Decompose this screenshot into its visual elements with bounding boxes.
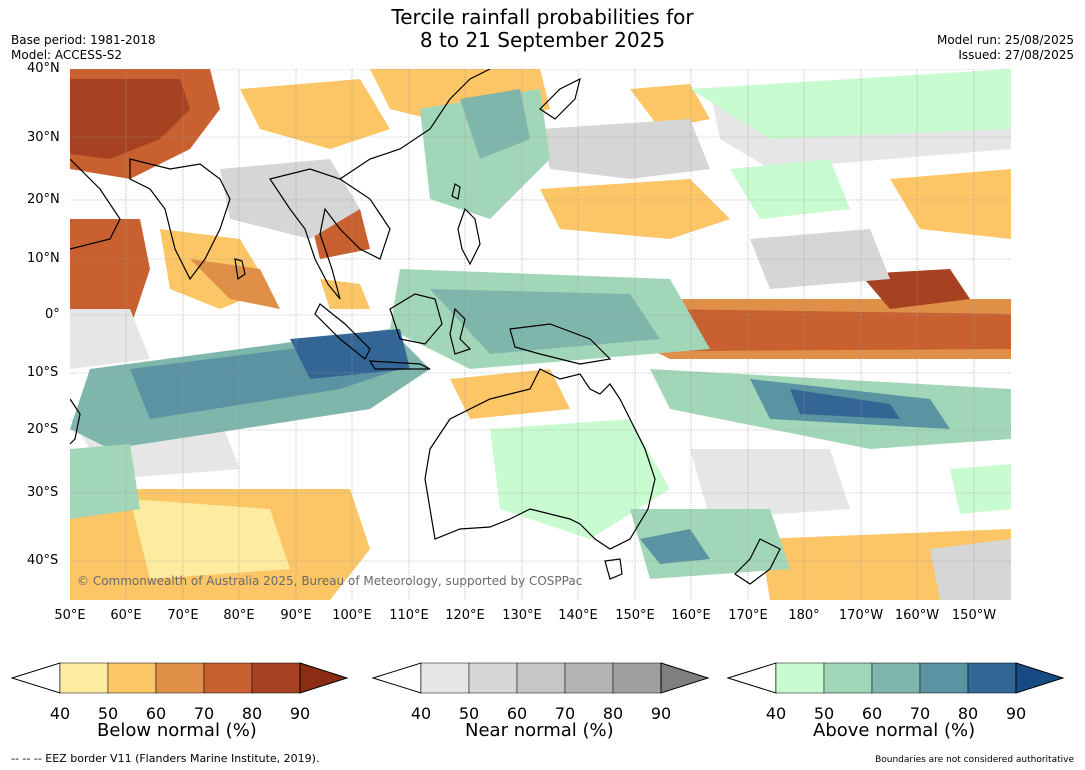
lon-label-150e: 150°E <box>615 608 655 623</box>
graticule <box>70 68 1011 600</box>
lat-label-40n: 40°N <box>27 61 60 76</box>
lon-label-100e: 100°E <box>332 608 372 623</box>
lat-label-0: 0° <box>45 307 60 322</box>
lon-label-160w: 160°W <box>894 608 940 623</box>
copyright-notice: © Commonwealth of Australia 2025, Bureau… <box>77 574 583 588</box>
below-tick-70: 70 <box>193 704 215 723</box>
lon-label-80e: 80°E <box>223 608 255 623</box>
above-tick-40: 40 <box>765 704 787 723</box>
near-tick-50: 50 <box>458 704 480 723</box>
lat-label-30s: 30°S <box>27 485 59 500</box>
lat-label-30n: 30°N <box>27 130 60 145</box>
lon-label-60e: 60°E <box>110 608 142 623</box>
map-canvas <box>69 68 1011 600</box>
lon-label-110e: 110°E <box>389 608 429 623</box>
near-tick-90: 90 <box>650 704 672 723</box>
above-normal-regions <box>70 69 1011 579</box>
model-text: Model: ACCESS-S2 <box>11 48 123 62</box>
lat-label-40s: 40°S <box>27 553 59 568</box>
base-period-text: Base period: 1981-2018 <box>11 33 156 47</box>
lon-label-120e: 120°E <box>445 608 485 623</box>
lon-label-50e: 50°E <box>54 608 86 623</box>
map-title-line1: Tercile rainfall probabilities for <box>391 5 694 29</box>
near-tick-70: 70 <box>554 704 576 723</box>
lon-label-180: 180° <box>788 608 820 623</box>
below-tick-50: 50 <box>97 704 119 723</box>
colorbar-above-normal <box>726 662 1065 694</box>
colorbar-below-normal <box>10 662 349 694</box>
colorbar-near-normal <box>371 662 710 694</box>
rainfall-probability-map: © Commonwealth of Australia 2025, Bureau… <box>69 68 1011 600</box>
above-tick-60: 60 <box>861 704 883 723</box>
lat-label-10n: 10°N <box>27 251 60 266</box>
below-tick-40: 40 <box>49 704 71 723</box>
below-tick-80: 80 <box>241 704 263 723</box>
above-tick-70: 70 <box>909 704 931 723</box>
lat-label-20s: 20°S <box>27 422 59 437</box>
lon-label-160e: 160°E <box>671 608 711 623</box>
above-normal-title: Above normal (%) <box>813 720 976 741</box>
above-tick-50: 50 <box>813 704 835 723</box>
model-run-text: Model run: 25/08/2025 <box>936 33 1074 47</box>
boundaries-disclaimer: Boundaries are not considered authoritat… <box>875 755 1074 765</box>
above-tick-90: 90 <box>1005 704 1027 723</box>
issued-text: Issued: 27/08/2025 <box>958 48 1074 62</box>
map-title-line2: 8 to 21 September 2025 <box>419 28 666 52</box>
lon-label-170w: 170°W <box>838 608 884 623</box>
eez-border-note: -- -- -- EEZ border V11 (Flanders Marine… <box>11 752 320 765</box>
near-normal-title: Near normal (%) <box>465 720 614 741</box>
colorbar-group <box>10 662 1065 694</box>
below-tick-90: 90 <box>289 704 311 723</box>
near-tick-60: 60 <box>506 704 528 723</box>
near-tick-40: 40 <box>410 704 432 723</box>
coastlines <box>69 68 781 585</box>
lon-label-70e: 70°E <box>167 608 199 623</box>
above-tick-80: 80 <box>957 704 979 723</box>
lon-label-90e: 90°E <box>280 608 312 623</box>
lon-label-170e: 170°E <box>728 608 768 623</box>
near-tick-80: 80 <box>602 704 624 723</box>
lon-label-130e: 130°E <box>502 608 542 623</box>
below-normal-regions <box>70 69 1011 600</box>
below-tick-60: 60 <box>145 704 167 723</box>
lon-label-150w: 150°W <box>951 608 997 623</box>
lat-label-10s: 10°S <box>27 365 59 380</box>
below-normal-title: Below normal (%) <box>97 720 257 741</box>
lat-label-20n: 20°N <box>27 192 60 207</box>
lon-label-140e: 140°E <box>558 608 598 623</box>
